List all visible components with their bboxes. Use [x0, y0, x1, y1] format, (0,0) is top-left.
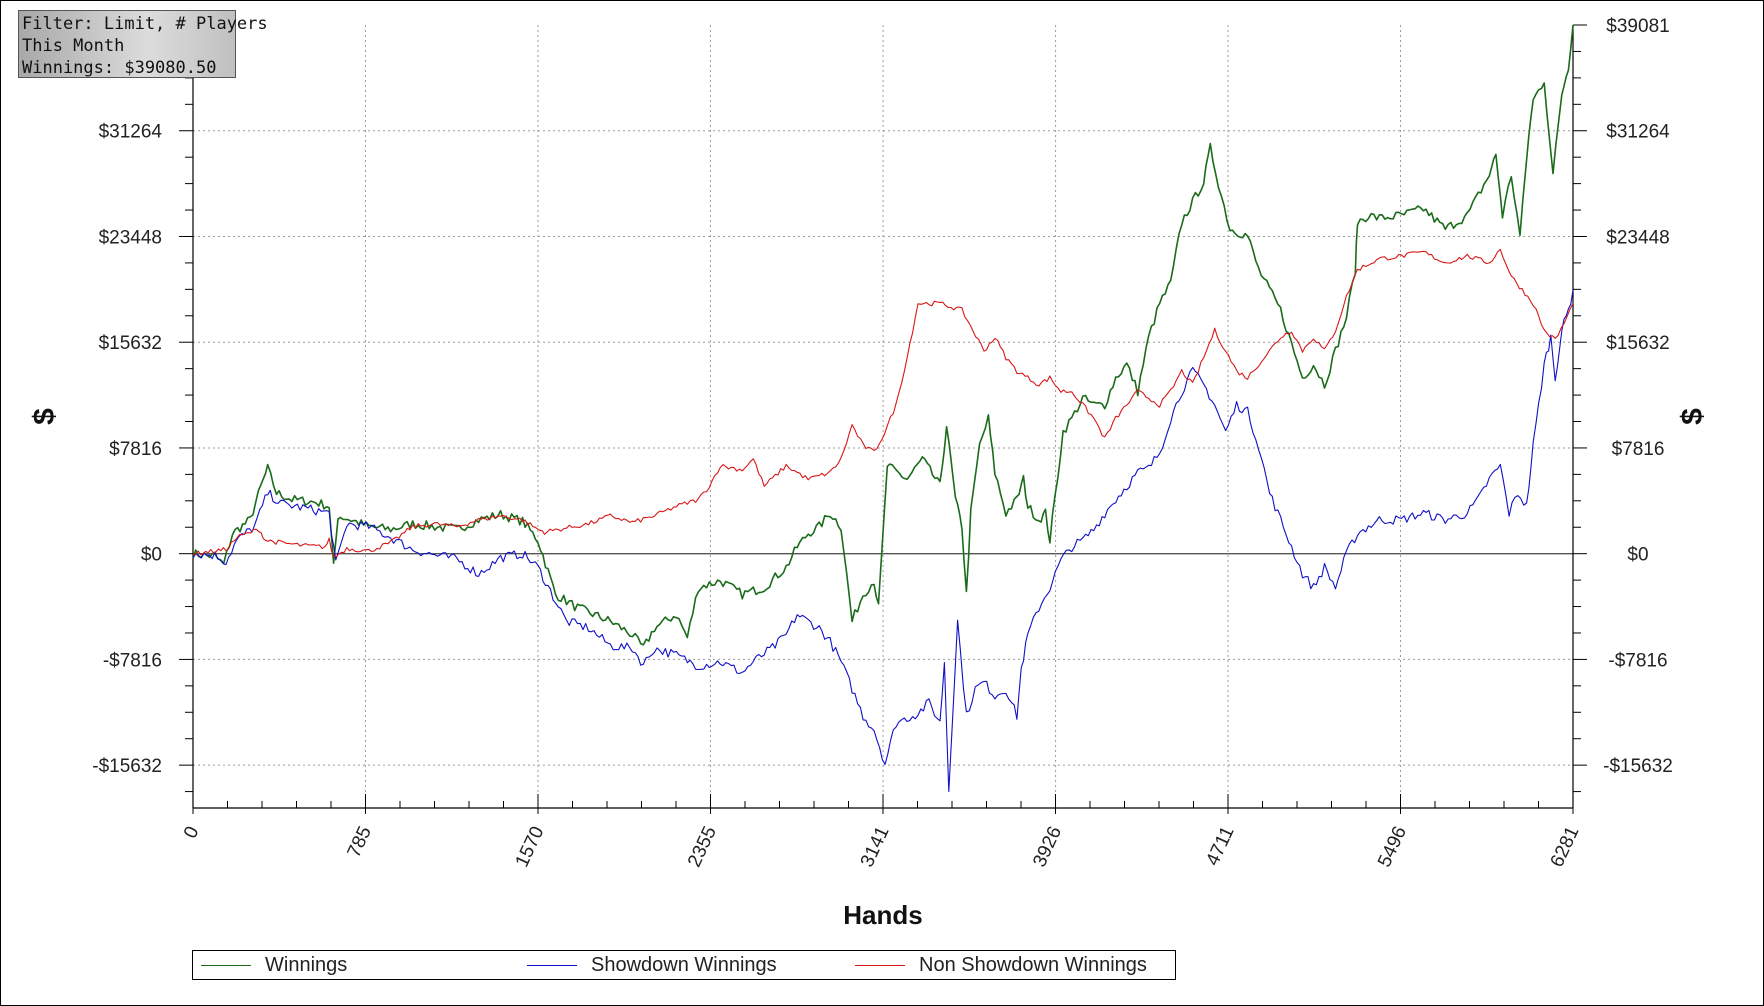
legend-label-non-showdown: Non Showdown Winnings — [919, 953, 1147, 976]
chart-legend: Winnings Showdown Winnings Non Showdown … — [192, 950, 1176, 980]
y-tick-label-right: -$15632 — [1603, 756, 1673, 777]
label-layer: -$15632 -$15632 -$7816 -$7816 $0 $0 $7816 $7816… — [28, 16, 1709, 930]
legend-item-non-showdown: Non Showdown Winnings — [855, 951, 1147, 979]
legend-label-winnings: Winnings — [265, 953, 348, 976]
legend-swatch-winnings — [201, 964, 251, 966]
x-tick-label: 1570 — [512, 823, 549, 870]
x-tick-label: 4711 — [1202, 823, 1238, 869]
series-line-non-showdown — [192, 248, 1574, 558]
y-tick-label-right: $0 — [1627, 545, 1648, 566]
y-tick-label-right: $31264 — [1606, 122, 1670, 143]
y-tick-label-left: $7816 — [109, 439, 162, 460]
x-tick-label: 5496 — [1374, 823, 1411, 870]
series-line-showdown — [192, 289, 1574, 793]
y-tick-label-right: $15632 — [1606, 333, 1669, 354]
series-layer — [192, 24, 1574, 793]
legend-item-winnings: Winnings — [201, 951, 347, 979]
y-tick-label-right: -$7816 — [1608, 650, 1667, 671]
period-text: This Month — [22, 36, 125, 56]
axis-layer — [179, 24, 1587, 814]
y-tick-label-left: $23448 — [99, 227, 162, 248]
x-tick-label: 0 — [180, 823, 204, 841]
x-tick-label: 3141 — [857, 823, 894, 870]
y-tick-label-right: $7816 — [1612, 439, 1665, 460]
x-tick-label: 3926 — [1029, 823, 1066, 870]
y-axis-title-right: $ — [1676, 408, 1709, 425]
legend-swatch-non-showdown — [855, 964, 905, 966]
y-tick-label-left: $31264 — [99, 122, 163, 143]
legend-label-showdown: Showdown Winnings — [591, 953, 777, 976]
x-axis-title: Hands — [843, 900, 922, 930]
y-axis-title-left: $ — [28, 408, 61, 425]
y-tick-label-right: $23448 — [1606, 227, 1669, 248]
y-tick-label-left: $15632 — [99, 333, 162, 354]
filter-info-box: Filter: Limit, # Players This Month Winn… — [18, 10, 268, 78]
legend-item-showdown: Showdown Winnings — [527, 951, 777, 979]
y-tick-label-left: $0 — [141, 545, 162, 566]
series-line-winnings — [192, 24, 1574, 646]
legend-swatch-showdown — [527, 964, 577, 966]
filter-text: Filter: Limit, # Players — [22, 14, 268, 34]
grid-layer — [193, 25, 1573, 808]
y-top-label-right: $39081 — [1606, 16, 1669, 37]
winnings-total-text: Winnings: $39080.50 — [22, 58, 217, 78]
x-tick-label: 785 — [344, 823, 376, 861]
y-tick-label-left: -$15632 — [92, 756, 162, 777]
x-tick-label: 2355 — [684, 823, 721, 870]
y-tick-label-left: -$7816 — [103, 650, 162, 671]
x-tick-label: 6281 — [1547, 823, 1584, 870]
